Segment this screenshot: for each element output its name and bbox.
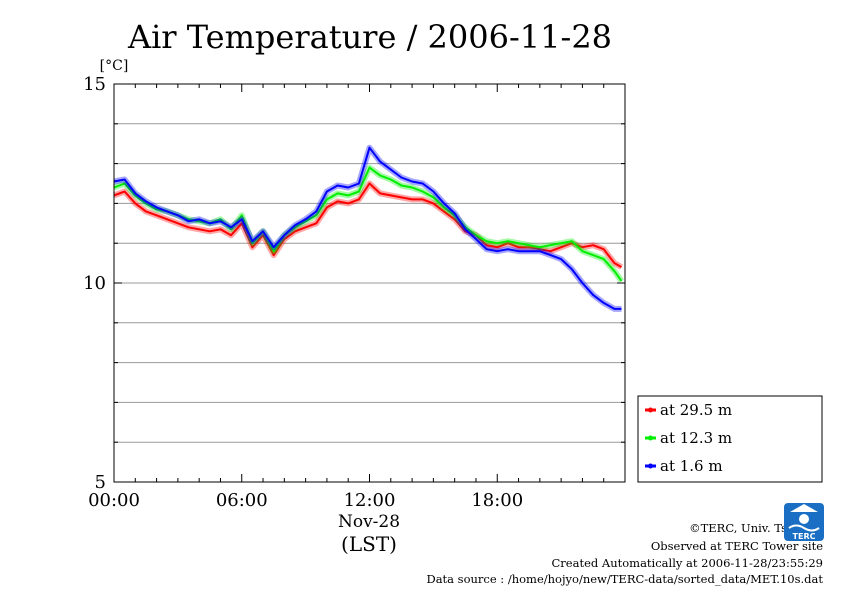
- series-line-2: [113, 146, 622, 310]
- legend-marker: [648, 435, 653, 441]
- credit-source: Data source : /home/hojyo/new/TERC-data/…: [426, 572, 823, 586]
- x-axis-label: (LST): [341, 532, 397, 556]
- legend: at 29.5 m at 12.3 m at 1.6 m: [637, 395, 823, 483]
- credit-site: Observed at TERC Tower site: [651, 539, 823, 553]
- legend-label: at 1.6 m: [660, 457, 723, 475]
- x-tick-label: 12:00: [344, 490, 396, 511]
- x-tick-label: 18:00: [471, 490, 523, 511]
- y-axis: 5 10 15: [83, 74, 625, 493]
- series-layer: [112, 144, 624, 312]
- legend-box: [637, 395, 823, 483]
- x-tick-label: 06:00: [216, 490, 268, 511]
- terc-logo-icon: TERC: [784, 503, 824, 541]
- y-tick-label: 5: [95, 472, 106, 493]
- x-date-label: Nov-28: [338, 512, 400, 532]
- legend-marker: [648, 407, 653, 413]
- legend-marker: [648, 463, 653, 469]
- credit-created: Created Automatically at 2006-11-28/23:5…: [552, 556, 824, 570]
- y-axis-unit: [°C]: [100, 58, 129, 74]
- x-axis: 00:00 06:00 12:00 18:00: [88, 84, 605, 511]
- logo-text: TERC: [793, 532, 816, 541]
- series-line-0: [113, 182, 622, 268]
- chart-title: Air Temperature / 2006-11-28: [127, 18, 612, 56]
- y-tick-label: 10: [83, 273, 106, 294]
- legend-label: at 12.3 m: [660, 429, 732, 447]
- x-tick-label: 00:00: [88, 490, 140, 511]
- series-line-1: [113, 166, 623, 282]
- grid-lines: [114, 123, 625, 443]
- credits: ©TERC, Univ. Tsukuba Observed at TERC To…: [426, 521, 823, 586]
- y-tick-label: 15: [83, 74, 106, 95]
- legend-label: at 29.5 m: [660, 401, 732, 419]
